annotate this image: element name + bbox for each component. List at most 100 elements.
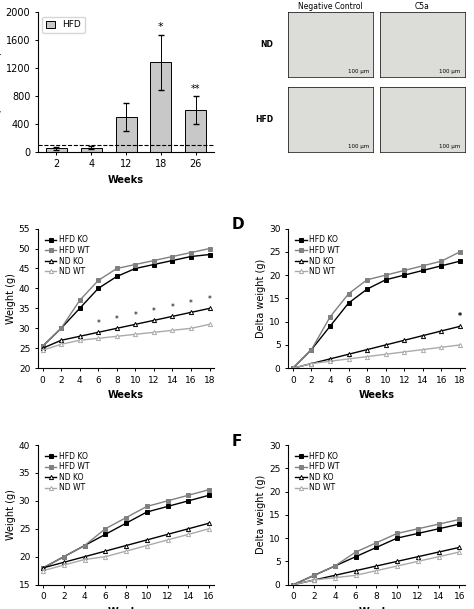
Legend: HFD KO, HFD WT, ND KO, ND WT: HFD KO, HFD WT, ND KO, ND WT: [292, 233, 342, 279]
ND KO: [420, 332, 426, 339]
HFD KO: [185, 497, 191, 504]
ND KO: [346, 351, 351, 358]
HFD WT: [438, 258, 444, 265]
ND KO: [58, 337, 64, 344]
HFD WT: [415, 525, 421, 532]
ND WT: [58, 340, 64, 348]
HFD KO: [311, 572, 317, 579]
Y-axis label: Delta weight (g): Delta weight (g): [256, 259, 266, 338]
HFD WT: [206, 486, 212, 493]
Legend: HFD KO, HFD WT, ND KO, ND WT: HFD KO, HFD WT, ND KO, ND WT: [42, 449, 92, 496]
ND KO: [383, 341, 389, 348]
ND WT: [401, 348, 407, 356]
HFD WT: [185, 491, 191, 499]
Bar: [46, 149, 67, 152]
ND KO: [415, 553, 421, 560]
ND KO: [374, 562, 379, 569]
Bar: [116, 117, 137, 152]
HFD WT: [456, 516, 462, 523]
HFD WT: [311, 572, 317, 579]
Line: HFD WT: HFD WT: [40, 247, 212, 348]
X-axis label: Weeks: Weeks: [108, 175, 144, 185]
HFD KO: [438, 262, 444, 270]
Legend: HFD KO, HFD WT, ND KO, ND WT: HFD KO, HFD WT, ND KO, ND WT: [292, 449, 342, 496]
Text: *: *: [171, 303, 174, 312]
Line: ND WT: ND WT: [41, 527, 211, 572]
HFD KO: [415, 530, 421, 537]
HFD WT: [353, 549, 358, 556]
HFD KO: [151, 261, 157, 268]
ND WT: [290, 365, 296, 372]
ND WT: [353, 572, 358, 579]
Title: Negative Control: Negative Control: [298, 2, 363, 12]
ND WT: [151, 329, 157, 336]
ND KO: [438, 327, 444, 334]
ND WT: [327, 357, 333, 365]
ND WT: [374, 567, 379, 574]
Line: HFD KO: HFD KO: [292, 522, 461, 586]
HFD KO: [123, 519, 129, 527]
Line: ND KO: ND KO: [292, 545, 461, 586]
Text: **: **: [191, 84, 201, 94]
Line: ND KO: ND KO: [41, 521, 211, 570]
HFD KO: [332, 562, 338, 569]
ND WT: [332, 574, 338, 582]
Text: *: *: [458, 312, 462, 321]
Line: ND WT: ND WT: [40, 322, 212, 353]
ND KO: [290, 365, 296, 372]
ND WT: [123, 547, 129, 555]
HFD KO: [82, 542, 87, 549]
HFD WT: [123, 514, 129, 521]
HFD WT: [394, 530, 400, 537]
HFD WT: [364, 276, 370, 283]
HFD KO: [170, 257, 175, 264]
HFD WT: [144, 503, 150, 510]
ND KO: [40, 564, 46, 571]
HFD KO: [383, 276, 389, 283]
ND WT: [309, 360, 314, 367]
HFD WT: [133, 261, 138, 268]
HFD KO: [77, 304, 82, 312]
ND KO: [144, 537, 150, 544]
Y-axis label: Weight (g): Weight (g): [6, 273, 16, 324]
ND WT: [164, 537, 170, 544]
HFD KO: [133, 265, 138, 272]
HFD KO: [58, 325, 64, 332]
HFD WT: [40, 564, 46, 571]
ND KO: [77, 333, 82, 340]
Line: HFD WT: HFD WT: [41, 488, 211, 570]
Text: 100 μm: 100 μm: [347, 69, 369, 74]
HFD KO: [290, 365, 296, 372]
Title: C5a: C5a: [415, 2, 429, 12]
ND KO: [206, 519, 212, 527]
HFD WT: [291, 581, 296, 588]
ND WT: [415, 558, 421, 565]
HFD KO: [327, 323, 333, 330]
ND WT: [456, 549, 462, 556]
HFD WT: [40, 343, 46, 350]
ND WT: [420, 346, 426, 353]
HFD KO: [114, 273, 119, 280]
HFD KO: [436, 525, 441, 532]
Text: ND: ND: [260, 40, 273, 49]
HFD KO: [164, 503, 170, 510]
Line: HFD KO: HFD KO: [291, 259, 462, 370]
Line: HFD WT: HFD WT: [291, 250, 462, 370]
ND WT: [188, 325, 194, 332]
Text: 100 μm: 100 μm: [439, 69, 460, 74]
Line: ND WT: ND WT: [291, 343, 462, 370]
HFD WT: [82, 542, 87, 549]
ND KO: [327, 355, 333, 362]
HFD KO: [420, 267, 426, 274]
Bar: [185, 110, 206, 152]
Text: *: *: [158, 23, 164, 32]
Line: HFD WT: HFD WT: [292, 518, 461, 586]
ND KO: [353, 567, 358, 574]
ND KO: [311, 576, 317, 583]
ND WT: [185, 530, 191, 538]
ND KO: [185, 525, 191, 532]
ND WT: [206, 525, 212, 532]
ND WT: [457, 341, 463, 348]
Line: HFD KO: HFD KO: [40, 253, 212, 348]
HFD WT: [58, 325, 64, 332]
